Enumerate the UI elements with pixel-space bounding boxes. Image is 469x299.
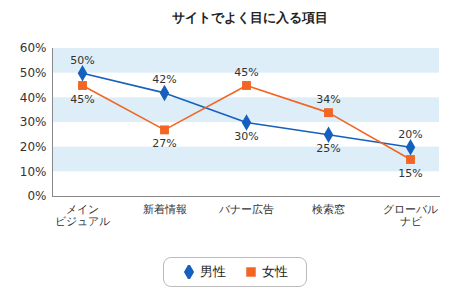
svg-text:20%: 20% [398, 128, 422, 141]
html-text:サイトでよく目に入る項目: サイトでよく目に入る項目 [171, 10, 328, 25]
svg-text:バナー広告: バナー広告 [218, 203, 274, 216]
svg-text:30%: 30% [20, 115, 47, 129]
svg-text:40%: 40% [20, 91, 47, 105]
svg-text:34%: 34% [316, 93, 340, 106]
html-text:男性: 男性 [199, 264, 226, 279]
svg-text:45%: 45% [70, 93, 94, 106]
svg-text:0%: 0% [27, 189, 46, 203]
svg-text:グローバルナビ: グローバルナビ [383, 203, 438, 228]
svg-text:50%: 50% [70, 54, 94, 67]
svg-text:27%: 27% [152, 137, 176, 150]
svg-text:60%: 60% [20, 41, 47, 55]
svg-text:25%: 25% [316, 142, 340, 155]
svg-text:新着情報: 新着情報 [143, 203, 187, 216]
svg-text:10%: 10% [20, 165, 47, 179]
svg-text:30%: 30% [234, 130, 258, 143]
svg-text:50%: 50% [20, 66, 47, 80]
svg-text:検索窓: 検索窓 [312, 203, 345, 216]
svg-text:45%: 45% [234, 66, 258, 79]
svg-text:20%: 20% [20, 140, 47, 154]
svg-text:メインビジュアル: メインビジュアル [55, 203, 110, 228]
svg-text:42%: 42% [152, 73, 176, 86]
svg-text:15%: 15% [398, 167, 422, 180]
html-text:女性: 女性 [261, 264, 288, 279]
